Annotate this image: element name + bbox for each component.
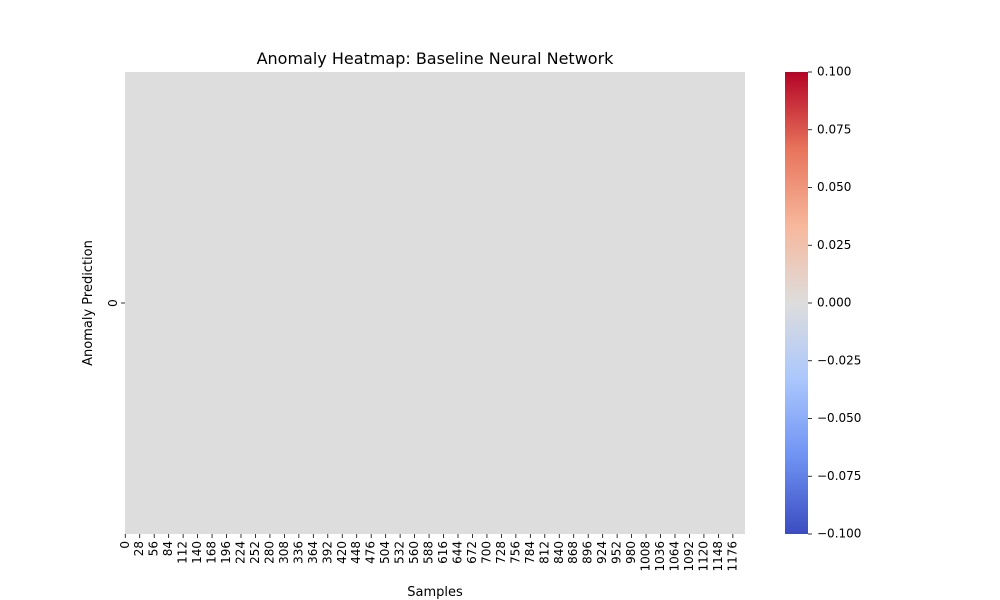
- x-tick-label: 896: [581, 541, 595, 564]
- x-tick-label: 84: [161, 541, 175, 556]
- x-axis-label: Samples: [407, 585, 463, 600]
- x-tick-label: 924: [595, 541, 609, 564]
- x-tick-label: 1148: [711, 541, 725, 572]
- x-tick-label: 1176: [725, 541, 739, 572]
- colorbar-tick-label: 0.025: [817, 238, 851, 252]
- chart-title: Anomaly Heatmap: Baseline Neural Network: [257, 49, 615, 68]
- x-tick-label: 336: [291, 541, 305, 564]
- x-tick-label: 616: [436, 541, 450, 564]
- colorbar-tick-label: 0.075: [817, 122, 851, 136]
- x-tick-label: 1092: [682, 541, 696, 572]
- colorbar-tick-label: −0.100: [817, 527, 861, 541]
- colorbar-tick-label: −0.075: [817, 469, 861, 483]
- colorbar-tick-label: −0.025: [817, 353, 861, 367]
- x-tick-label: 1008: [639, 541, 653, 572]
- x-tick-label: 868: [566, 541, 580, 564]
- colorbar-tick-label: 0.050: [817, 180, 851, 194]
- x-tick-label: 952: [610, 541, 624, 564]
- x-tick-label: 476: [364, 541, 378, 564]
- x-tick-label: 28: [132, 541, 146, 556]
- x-tick-label: 224: [233, 541, 247, 564]
- x-tick-label: 168: [205, 541, 219, 564]
- x-tick-label: 588: [422, 541, 436, 564]
- colorbar: [785, 72, 808, 534]
- x-tick-label: 644: [450, 541, 464, 564]
- colorbar-tick-label: 0.100: [817, 65, 851, 79]
- x-tick-label: 420: [335, 541, 349, 564]
- x-tick-label: 756: [508, 541, 522, 564]
- x-tick-label: 784: [523, 541, 537, 564]
- x-tick-label: 392: [320, 541, 334, 564]
- x-axis: 0 28 56 84 112 140 168 196 224 252 280 308 336 364 392…: [118, 534, 739, 572]
- x-tick-label: 812: [537, 541, 551, 564]
- y-axis-label: Anomaly Prediction: [81, 240, 96, 366]
- x-tick-label: 504: [378, 541, 392, 564]
- heatmap-cell: [125, 72, 745, 534]
- x-tick-label: 448: [349, 541, 363, 564]
- x-tick-label: 700: [479, 541, 493, 564]
- x-tick-label: 728: [494, 541, 508, 564]
- x-tick-label: 0: [118, 541, 132, 549]
- colorbar-axis: 0.100 0.075 0.050 0.025 0.000 −0.025 −0.050 −0.…: [808, 65, 861, 541]
- x-tick-label: 196: [219, 541, 233, 564]
- colorbar-tick-label: −0.050: [817, 411, 861, 425]
- y-axis: 0: [106, 299, 125, 307]
- x-tick-label: 280: [262, 541, 276, 564]
- x-tick-label: 672: [465, 541, 479, 564]
- x-tick-label: 56: [147, 541, 161, 556]
- x-tick-label: 980: [624, 541, 638, 564]
- x-tick-label: 560: [407, 541, 421, 564]
- x-tick-label: 1064: [667, 541, 681, 572]
- x-tick-label: 840: [552, 541, 566, 564]
- x-tick-label: 1120: [696, 541, 710, 572]
- x-tick-label: 140: [190, 541, 204, 564]
- x-tick-label: 532: [393, 541, 407, 564]
- x-tick-label: 252: [248, 541, 262, 564]
- y-tick-label: 0: [106, 299, 120, 307]
- x-tick-label: 364: [306, 541, 320, 564]
- colorbar-tick-label: 0.000: [817, 296, 851, 310]
- x-tick-label: 1036: [653, 541, 667, 572]
- x-tick-label: 112: [176, 541, 190, 564]
- x-tick-label: 308: [277, 541, 291, 564]
